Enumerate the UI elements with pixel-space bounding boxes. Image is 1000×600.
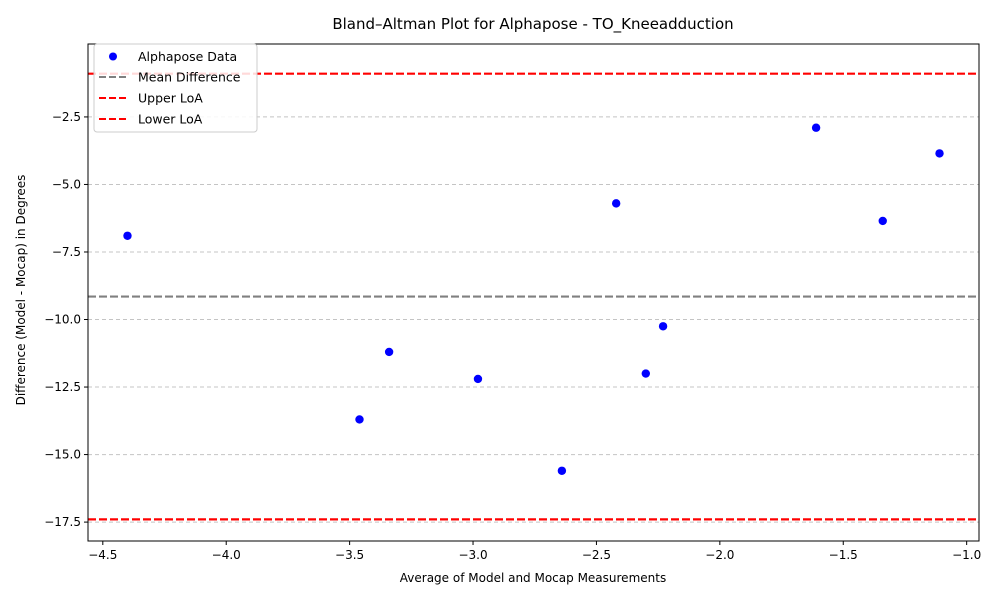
y-tick-label: −7.5 — [52, 245, 81, 259]
y-tick-label: −10.0 — [44, 313, 81, 327]
data-point — [811, 123, 821, 132]
data-point — [641, 369, 651, 378]
y-tick-label: −17.5 — [44, 515, 81, 529]
x-tick-label: −1.0 — [952, 548, 981, 562]
data-point — [123, 231, 132, 240]
x-tick-label: −4.0 — [212, 548, 241, 562]
x-axis-ticks: −4.5 −4.0 −3.5 −3.0 −2.5 −2.0 −1.5 −1.0 — [88, 541, 981, 562]
data-point — [935, 149, 944, 158]
legend-label-mean-difference: Mean Difference — [138, 70, 241, 85]
chart-title: Bland–Altman Plot for Alphapose - TO_Kne… — [332, 15, 733, 34]
x-tick-label: −4.5 — [88, 548, 117, 562]
x-tick-label: −3.5 — [335, 548, 364, 562]
data-point — [473, 374, 483, 384]
legend-box — [93, 43, 258, 133]
data-point — [658, 322, 668, 331]
data-point — [355, 415, 364, 424]
data-points — [123, 123, 944, 475]
y-axis-title: Difference (Model - Mocap) in Degrees — [14, 175, 28, 406]
legend-label-lower-loa: Lower LoA — [138, 112, 203, 127]
data-point — [384, 347, 394, 357]
x-tick-label: −1.5 — [829, 548, 858, 562]
legend-label-upper-loa: Upper LoA — [138, 91, 203, 106]
data-point — [878, 216, 887, 226]
y-tick-label: −2.5 — [52, 110, 81, 124]
y-tick-label: −12.5 — [44, 380, 81, 394]
data-point — [557, 466, 567, 475]
y-tick-label: −5.0 — [52, 177, 81, 191]
x-tick-label: −2.5 — [582, 548, 611, 562]
x-tick-label: −2.0 — [705, 548, 734, 562]
grid-lines — [88, 116, 979, 523]
y-tick-label: −15.0 — [44, 448, 81, 462]
x-axis-title: Average of Model and Mocap Measurements — [400, 571, 666, 585]
plot-frame — [87, 43, 980, 542]
y-axis-ticks: −17.5 −15.0 −12.5 −10.0 −7.5 −5.0 −2.5 — [44, 110, 88, 529]
legend-label-alphapose-data: Alphapose Data — [138, 49, 237, 64]
legend-marker-alphapose-data — [109, 52, 117, 61]
x-tick-label: −3.0 — [458, 548, 487, 562]
data-point — [611, 199, 621, 208]
legend: Alphapose Data Mean Difference Upper LoA… — [93, 43, 258, 133]
